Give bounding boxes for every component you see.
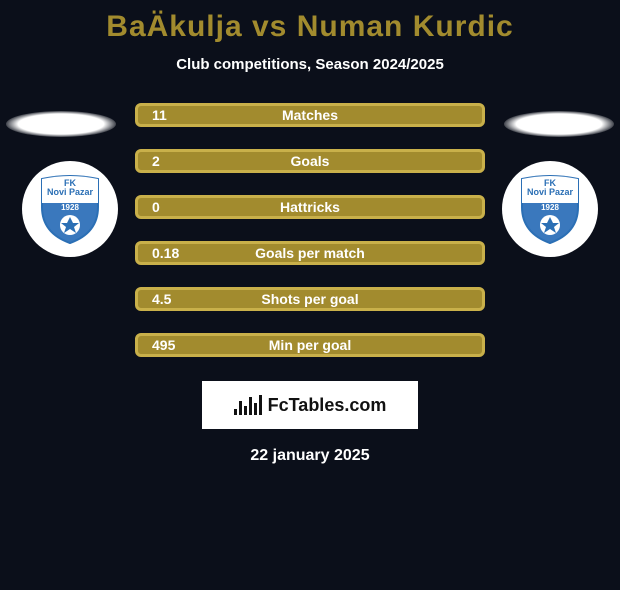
stat-bar: 4.5Shots per goal bbox=[135, 287, 485, 311]
stat-bar: 2Goals bbox=[135, 149, 485, 173]
club-badge-right: FKNovi Pazar 1928 bbox=[502, 161, 598, 257]
brand-text: FcTables.com bbox=[268, 395, 387, 416]
stat-bars: 11Matches 2Goals 0Hattricks 0.18Goals per m… bbox=[135, 103, 485, 357]
stat-value-left: 2 bbox=[152, 153, 160, 169]
shield-icon: FKNovi Pazar 1928 bbox=[39, 173, 101, 245]
brand-box: FcTables.com bbox=[202, 381, 418, 429]
stat-bar: 0.18Goals per match bbox=[135, 241, 485, 265]
subtitle: Club competitions, Season 2024/2025 bbox=[0, 56, 620, 73]
date-label: 22 january 2025 bbox=[0, 447, 620, 465]
stat-label: Goals bbox=[138, 153, 482, 169]
club-badge-left: FKNovi Pazar 1928 bbox=[22, 161, 118, 257]
club-year: 1928 bbox=[39, 203, 101, 212]
club-name: FKNovi Pazar bbox=[519, 179, 581, 198]
stat-label: Shots per goal bbox=[138, 291, 482, 307]
stat-label: Hattricks bbox=[138, 199, 482, 215]
stat-value-left: 11 bbox=[152, 107, 167, 123]
club-year: 1928 bbox=[519, 203, 581, 212]
stat-label: Goals per match bbox=[138, 245, 482, 261]
stat-bar: 0Hattricks bbox=[135, 195, 485, 219]
player-shadow-right bbox=[504, 111, 614, 137]
stat-value-left: 495 bbox=[152, 337, 175, 353]
brand-chart-icon bbox=[234, 395, 262, 415]
stat-value-left: 0.18 bbox=[152, 245, 179, 261]
stat-value-left: 0 bbox=[152, 199, 160, 215]
stat-label: Matches bbox=[138, 107, 482, 123]
stat-label: Min per goal bbox=[138, 337, 482, 353]
stat-value-left: 4.5 bbox=[152, 291, 171, 307]
player-shadow-left bbox=[6, 111, 116, 137]
shield-icon: FKNovi Pazar 1928 bbox=[519, 173, 581, 245]
club-name: FKNovi Pazar bbox=[39, 179, 101, 198]
stat-bar: 495Min per goal bbox=[135, 333, 485, 357]
comparison-stage: FKNovi Pazar 1928 FKNovi Pazar 1928 11Ma… bbox=[0, 103, 620, 357]
stat-bar: 11Matches bbox=[135, 103, 485, 127]
page-title: BaÄkulja vs Numan Kurdic bbox=[0, 10, 620, 44]
